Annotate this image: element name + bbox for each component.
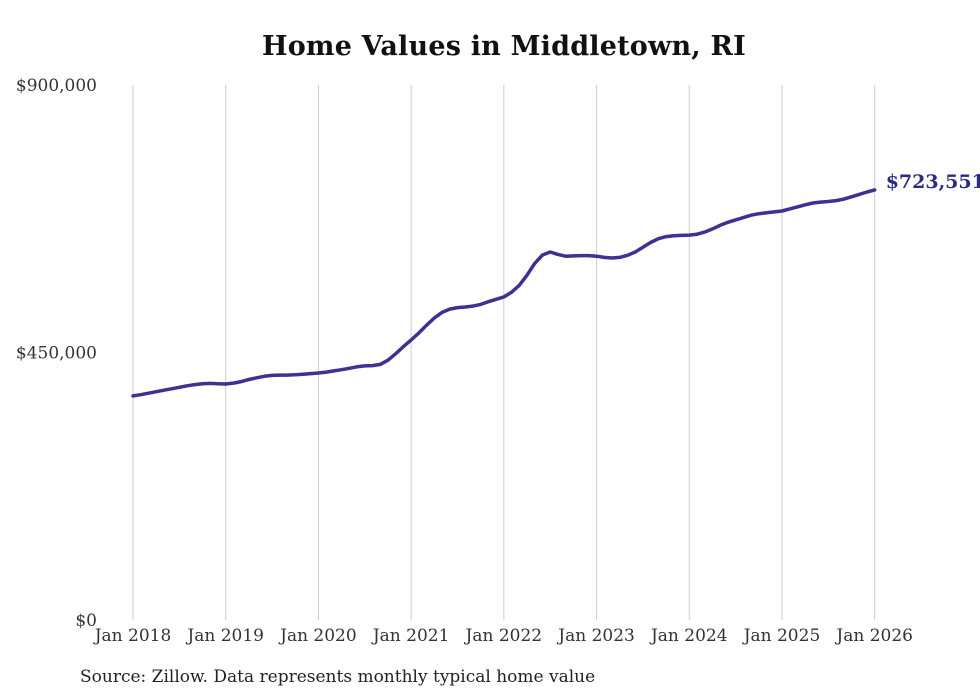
x-axis-tick-label: Jan 2019 <box>185 626 264 646</box>
x-axis-tick-label: Jan 2020 <box>278 626 357 646</box>
x-axis-tick-label: Jan 2021 <box>371 626 450 646</box>
y-axis-tick-label: $0 <box>75 611 97 631</box>
home-value-series-line <box>131 188 877 398</box>
latest-value-label: $723,551 <box>886 171 980 193</box>
y-axis-tick-label: $900,000 <box>16 76 97 96</box>
x-axis-tick-label: Jan 2025 <box>742 626 821 646</box>
chart-title: Home Values in Middletown, RI <box>262 31 746 62</box>
x-axis-tick-label: Jan 2024 <box>649 626 728 646</box>
x-axis-tick-label: Jan 2022 <box>464 626 543 646</box>
x-axis-tick-label: Jan 2018 <box>93 626 172 646</box>
y-axis-tick-label: $450,000 <box>16 344 97 364</box>
x-axis-tick-label: Jan 2026 <box>834 626 913 646</box>
source-note: Source: Zillow. Data represents monthly … <box>80 667 596 687</box>
x-axis-tick-label: Jan 2023 <box>556 626 635 646</box>
